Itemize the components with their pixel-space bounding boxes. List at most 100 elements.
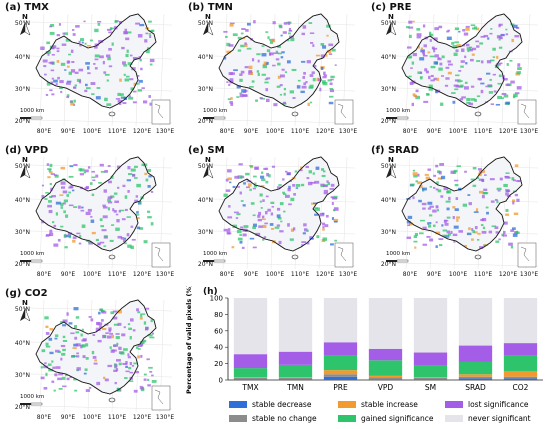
scale-bar-label: 1000 km <box>20 251 45 257</box>
map-pixel <box>226 42 231 47</box>
map-pixel <box>276 186 281 189</box>
map-pixel <box>125 53 129 58</box>
map-pixel <box>133 362 138 365</box>
map-pixel <box>483 34 489 38</box>
map-pixel <box>259 193 263 197</box>
map-pixel <box>123 64 128 67</box>
map-pixel <box>411 61 415 65</box>
map-pixel <box>306 229 309 232</box>
map-pixel <box>271 165 276 168</box>
map-pixel <box>461 96 466 99</box>
map-pixel <box>428 87 434 91</box>
map-pixel <box>259 200 262 203</box>
map-pixel <box>433 186 436 189</box>
hainan-island <box>108 397 116 403</box>
map-pixel <box>291 68 297 71</box>
lon-label-100: 100°E <box>448 271 468 278</box>
map-pixel <box>115 98 121 100</box>
map-pixel <box>115 227 120 231</box>
map-pixel <box>417 181 422 185</box>
map-pixel <box>102 60 105 65</box>
map-pixel <box>100 225 105 228</box>
map-pixel <box>106 54 111 58</box>
map-pixel <box>148 20 152 23</box>
map-pixel <box>266 172 270 177</box>
map-pixel <box>466 101 471 104</box>
lon-label-120: 120°E <box>315 271 335 278</box>
map-pixel <box>226 81 229 83</box>
map-pixel <box>237 175 243 179</box>
panel-title: (d) VPD <box>5 145 49 156</box>
map-pixel <box>239 78 243 82</box>
lat-label-50: 50°N <box>380 163 396 170</box>
bar-segment-never-significant <box>503 298 538 344</box>
china-outline <box>401 156 523 252</box>
map-pixel <box>408 55 413 59</box>
map-pixel <box>136 308 140 312</box>
map-pixel <box>512 24 518 29</box>
map-pixel <box>501 92 507 96</box>
map-pixel <box>330 243 334 246</box>
bar-segment-stable-no-change <box>323 374 358 377</box>
map-pixel <box>278 184 282 186</box>
map-pixel <box>412 93 416 96</box>
map-pixel <box>114 381 117 385</box>
map-pixel <box>319 87 322 92</box>
map-pixel <box>276 207 281 211</box>
map-pixel <box>55 212 59 216</box>
lon-label-100: 100°E <box>82 414 102 421</box>
parallel-line <box>395 119 539 124</box>
china-map <box>20 299 173 413</box>
map-pixel <box>318 78 322 82</box>
map-pixel <box>475 27 480 31</box>
map-pixel <box>147 168 152 172</box>
panel-title: (c) PRE <box>371 2 412 13</box>
map-pixel <box>87 72 91 75</box>
map-pixel <box>121 218 126 221</box>
map-pixel <box>468 227 471 231</box>
map-pixel <box>151 374 154 377</box>
map-pixel <box>135 195 139 198</box>
map-pixel <box>309 237 314 240</box>
lat-label-40: 40°N <box>14 54 30 61</box>
map-pixel <box>237 49 242 52</box>
map-pixel <box>329 188 335 190</box>
map-pixel <box>109 332 114 335</box>
map-pixel <box>434 54 439 58</box>
x-tick-label: TMN <box>286 383 304 392</box>
map-pixel <box>54 373 58 377</box>
map-pixel <box>268 52 272 56</box>
map-pixel <box>48 368 54 372</box>
lon-label-90: 90°E <box>60 271 76 278</box>
bar-segment-stable-no-change <box>368 377 403 380</box>
panel-title: (e) SM <box>188 145 225 156</box>
map-pixel <box>426 235 431 238</box>
map-pixel <box>242 233 247 237</box>
lat-label-40: 40°N <box>197 197 213 204</box>
map-pixel <box>423 54 428 57</box>
map-pixel <box>117 99 123 103</box>
map-pixel <box>144 39 148 43</box>
map-pixel <box>51 360 54 363</box>
lon-label-90: 90°E <box>426 128 442 135</box>
inset-coast <box>337 246 347 262</box>
map-pixel <box>124 195 128 199</box>
map-pixel <box>78 40 81 44</box>
map-pixel <box>292 184 296 187</box>
map-pixel <box>102 215 108 219</box>
map-pixel <box>408 222 413 226</box>
map-pixel <box>50 187 53 192</box>
map-pixel <box>498 24 501 28</box>
inset-coast <box>337 103 347 119</box>
map-pixel <box>237 36 242 40</box>
hainan-island <box>291 254 299 260</box>
map-pixel <box>147 384 151 387</box>
map-pixel <box>489 78 492 81</box>
scale-bar-segment <box>213 259 226 263</box>
map-pixel <box>136 226 141 230</box>
lat-label-40: 40°N <box>14 340 30 347</box>
map-pixel <box>59 194 64 196</box>
map-pixel <box>452 206 456 209</box>
map-pixel <box>254 182 257 186</box>
map-pixel <box>303 82 306 86</box>
